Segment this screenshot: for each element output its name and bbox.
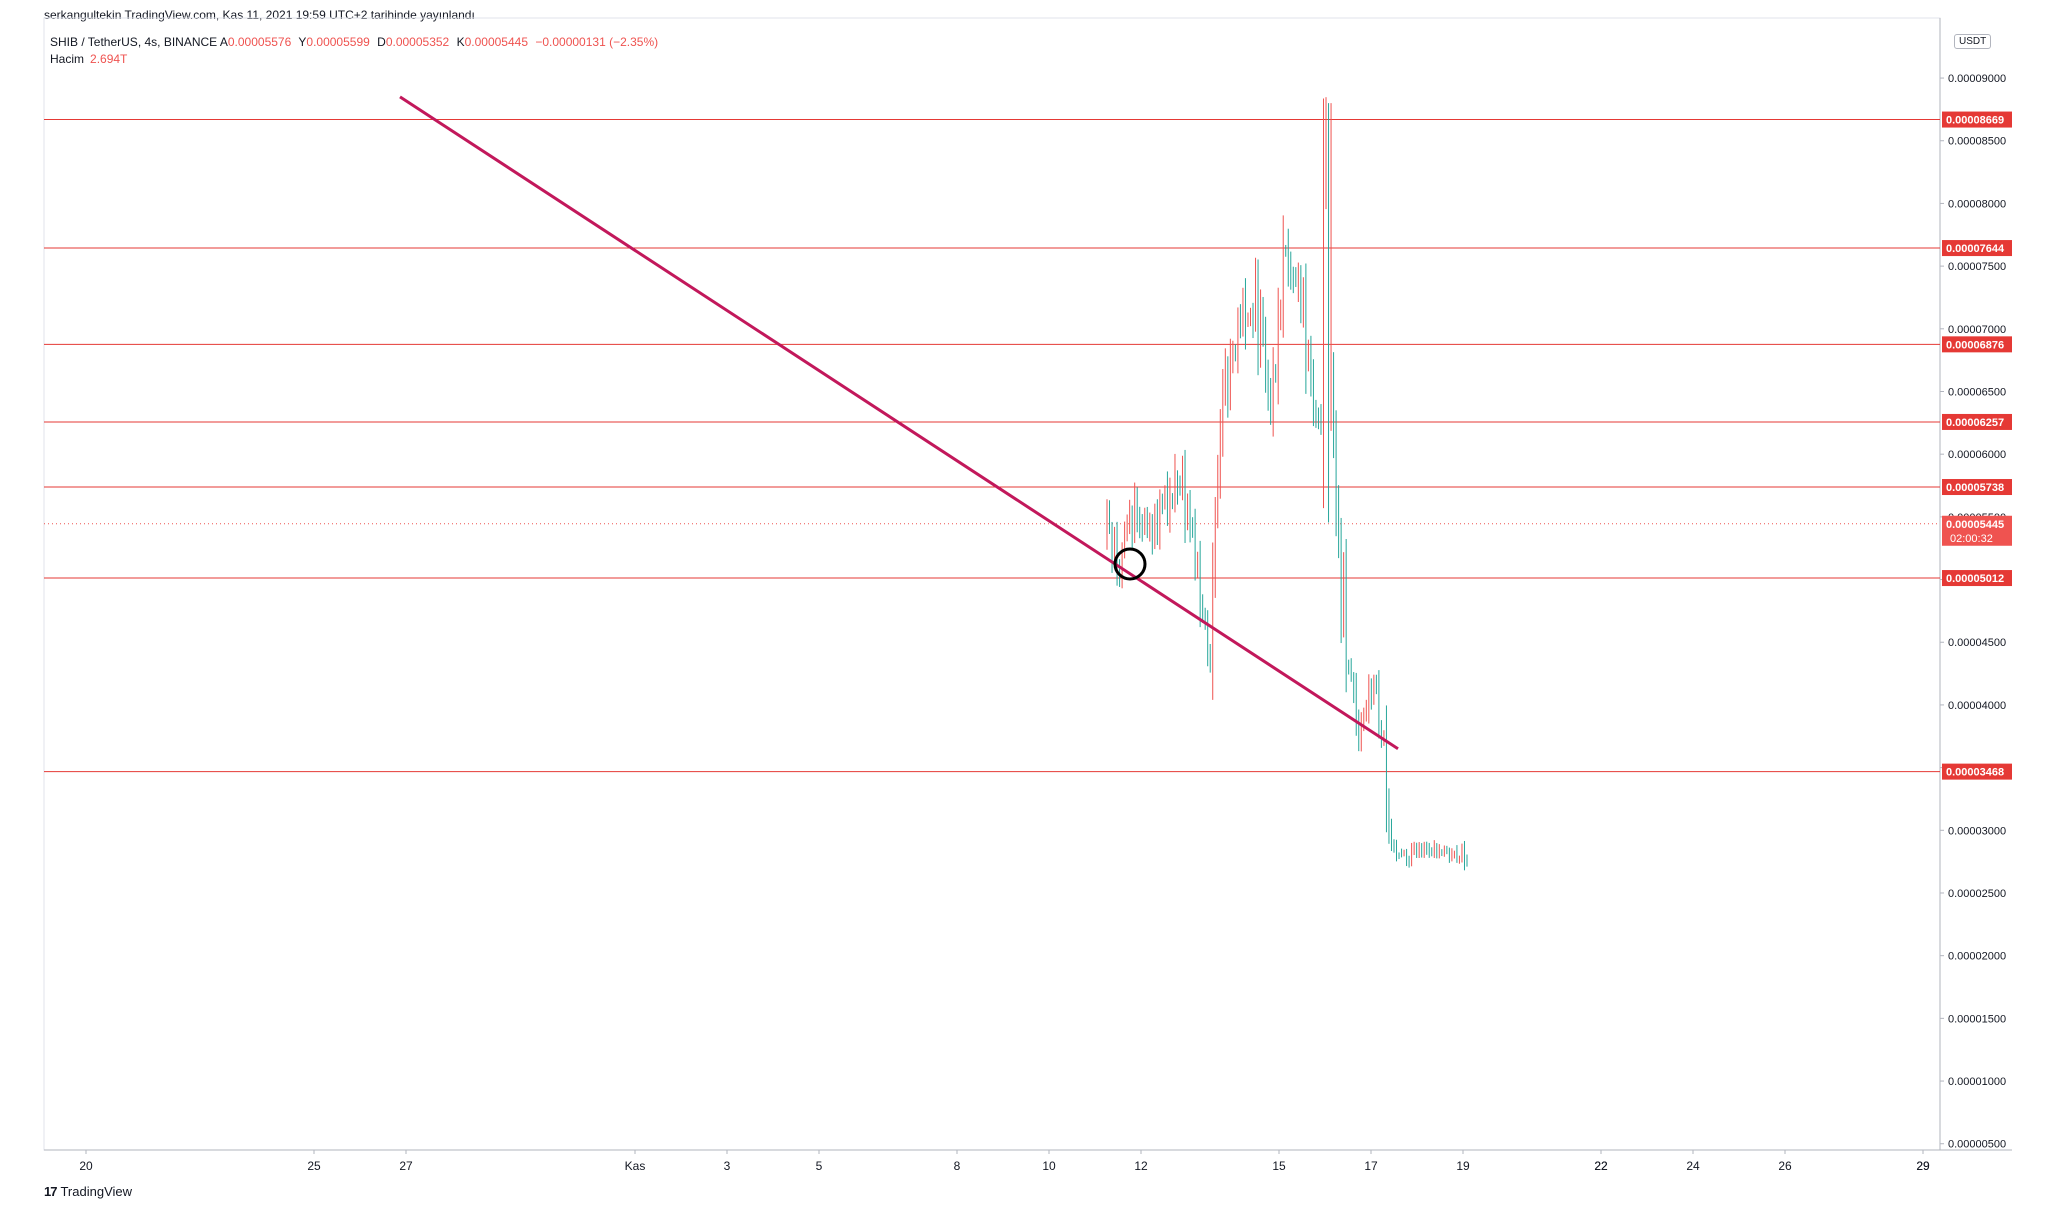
candles[interactable] (1106, 97, 1468, 871)
current-price-tag (1942, 515, 2012, 546)
level-price-tag (1942, 240, 2012, 257)
level-price-label: 0.00007644 (1946, 243, 2005, 255)
level-price-tag (1942, 413, 2012, 430)
date-tick-label: 20 (79, 1159, 93, 1173)
brand-label: TradingView (60, 1184, 133, 1199)
level-price-tag (1942, 111, 2012, 128)
date-tick-label: 24 (1686, 1159, 1700, 1173)
date-tick-label: 10 (1042, 1159, 1056, 1173)
price-tick-label: 0.00003000 (1948, 825, 2006, 837)
tradingview-brand[interactable]: 17 TradingView (44, 1184, 132, 1199)
level-price-label: 0.00008669 (1946, 115, 2004, 127)
date-tick-label: 5 (816, 1159, 823, 1173)
price-tick-label: 0.00004500 (1948, 637, 2006, 649)
price-tick-label: 0.00001000 (1948, 1076, 2006, 1088)
date-tick-label: Kas (625, 1159, 646, 1173)
change-value: −0.00000131 (−2.35%) (535, 35, 659, 49)
price-tick-label: 0.00008500 (1948, 136, 2006, 148)
level-price-label: 0.00005012 (1946, 573, 2004, 585)
volume-label: Hacim (50, 52, 85, 66)
date-tick-label: 19 (1456, 1159, 1470, 1173)
level-price-label: 0.00005738 (1946, 482, 2004, 494)
symbol-label[interactable]: SHIB / TetherUS, 4s, BINANCE (50, 35, 218, 49)
low-label: D (377, 35, 386, 49)
open-value: 0.00005576 (227, 35, 292, 49)
level-price-label: 0.00006876 (1946, 339, 2004, 351)
high-value: 0.00005599 (306, 35, 370, 49)
low-value: 0.00005352 (385, 35, 450, 49)
descending-trendline[interactable] (399, 95, 1399, 751)
date-tick-label: 27 (399, 1159, 413, 1173)
date-tick-label: 15 (1272, 1159, 1286, 1173)
level-price-tag (1942, 336, 2012, 353)
date-tick-label: 12 (1134, 1159, 1148, 1173)
date-tick-label: 17 (1364, 1159, 1378, 1173)
date-tick-label: 3 (724, 1159, 731, 1173)
price-tick-label: 0.00009000 (1948, 73, 2006, 85)
volume-value: 2.694T (90, 52, 128, 66)
price-tick-label: 0.00007000 (1948, 324, 2006, 336)
level-price-tag (1942, 479, 2012, 496)
ohlc-legend: SHIB / TetherUS, 4s, BINANCE A0.00005576… (50, 35, 662, 49)
price-tick-label: 0.00001500 (1948, 1013, 2006, 1025)
breakout-circle[interactable] (1113, 547, 1147, 581)
price-axis: 0.00009000 0.00008500 0.00008000 0.00007500… (1940, 73, 2006, 1151)
price-tick-label: 0.00006000 (1948, 449, 2006, 461)
high-label: Y (298, 35, 307, 49)
price-tick-label: 0.00008000 (1948, 198, 2006, 210)
date-tick-label: 22 (1594, 1159, 1608, 1173)
price-tick-label: 0.00002000 (1948, 951, 2006, 963)
date-tick-label: 29 (1916, 1159, 1930, 1173)
current-price-label: 0.00005445 (1946, 519, 2004, 531)
date-tick-label: 8 (954, 1159, 961, 1173)
support-resistance-levels[interactable]: 0.00008669 0.00007644 0.00006876 0.00006257… (44, 111, 2012, 780)
level-price-tag (1942, 763, 2012, 780)
plot-frame (43, 17, 1941, 1151)
open-label: A (219, 35, 228, 49)
date-tick-label: 26 (1778, 1159, 1792, 1173)
price-tick-label: 0.00000500 (1948, 1139, 2006, 1151)
countdown-label: 02:00:32 (1950, 533, 1993, 545)
tradingview-logo-icon: 17 (44, 1184, 58, 1199)
price-unit-label: USDT (1954, 34, 1992, 49)
price-tick-label: 0.00007500 (1948, 261, 2006, 273)
level-price-label: 0.00003468 (1946, 767, 2004, 779)
close-value: 0.00005445 (464, 35, 528, 49)
level-price-tag (1942, 570, 2012, 587)
price-tick-label: 0.00004000 (1948, 700, 2006, 712)
volume-legend: Hacim 2.694T (50, 52, 127, 66)
date-tick-label: 25 (307, 1159, 321, 1173)
price-tick-label: 0.00006500 (1948, 386, 2006, 398)
level-price-label: 0.00006257 (1946, 417, 2004, 429)
close-label: K (456, 35, 465, 49)
date-tick-label: 22 (1594, 1159, 1608, 1173)
date-tick-label: 29 (1916, 1159, 1930, 1173)
price-tick-label: 0.00002500 (1948, 888, 2006, 900)
